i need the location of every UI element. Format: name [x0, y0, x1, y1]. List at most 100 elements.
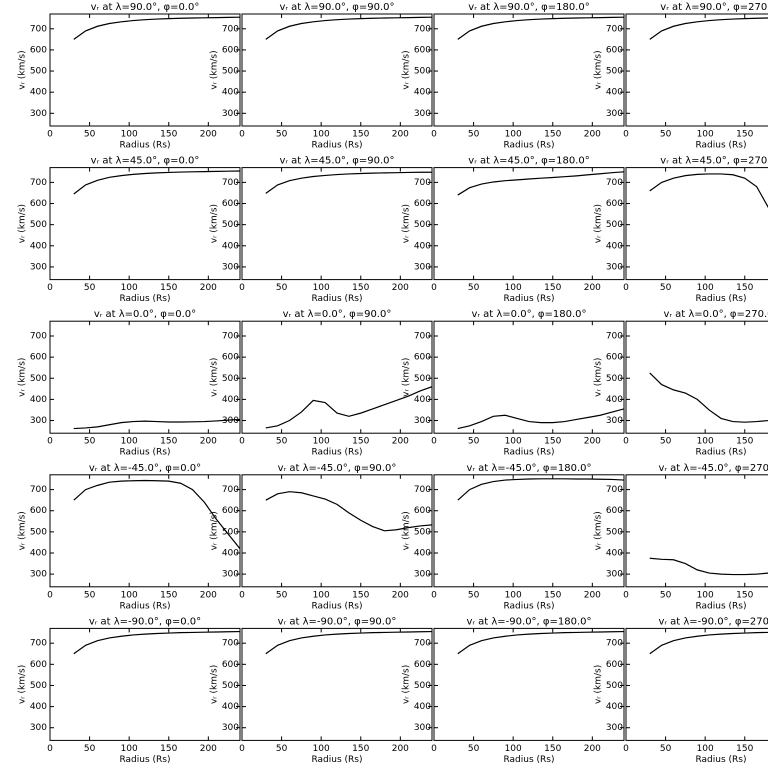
- plot-frame: [433, 320, 625, 434]
- data-line: [265, 630, 432, 655]
- x-tick-label: 100: [697, 590, 714, 600]
- plot-frame: [241, 474, 433, 588]
- y-axis-label: vᵣ (km/s): [594, 204, 604, 243]
- data-line: [649, 372, 768, 423]
- x-tick-label: 150: [352, 437, 369, 447]
- x-tick-label: 100: [505, 130, 522, 140]
- data-line: [649, 17, 768, 40]
- y-tick-label: 500: [30, 67, 47, 77]
- y-tick-label: 700: [414, 331, 431, 341]
- x-tick-label: 150: [544, 437, 561, 447]
- y-tick-label: 600: [30, 45, 47, 55]
- y-axis-label: vᵣ (km/s): [594, 665, 604, 704]
- y-tick-label: 700: [606, 178, 623, 188]
- y-tick-label: 400: [414, 702, 431, 712]
- y-tick-label: 500: [606, 681, 623, 691]
- y-tick-label: 700: [30, 24, 47, 34]
- y-axis-label: vᵣ (km/s): [402, 358, 412, 397]
- y-axis-label: vᵣ (km/s): [402, 50, 412, 89]
- x-tick-label: 200: [200, 744, 217, 754]
- panel: vᵣ at λ=0.0°, φ=90.0° 0 50 100 150 200 300 400 5…: [210, 309, 433, 458]
- y-tick-label: 500: [222, 220, 239, 230]
- y-tick-label: 300: [222, 570, 239, 580]
- chart-title: vᵣ at λ=90.0°, φ=90.0°: [279, 2, 394, 13]
- x-tick-label: 100: [121, 130, 138, 140]
- y-axis-label: vᵣ (km/s): [18, 511, 28, 550]
- y-tick-label: 700: [222, 331, 239, 341]
- y-tick-label: 700: [222, 639, 239, 649]
- panel: vᵣ at λ=0.0°, φ=180.0° 0 50 100 150 200 300 400…: [402, 309, 625, 458]
- y-tick-label: 300: [222, 416, 239, 426]
- y-tick-label: 700: [30, 485, 47, 495]
- plot-frame: [433, 474, 625, 588]
- plot-area: [649, 17, 768, 40]
- plot-frame: [49, 167, 241, 281]
- x-tick-label: 100: [121, 590, 138, 600]
- data-line: [73, 479, 240, 550]
- x-tick-label: 50: [276, 744, 288, 754]
- x-tick-label: 100: [313, 590, 330, 600]
- plot-area: [73, 16, 240, 40]
- x-tick-label: 0: [47, 437, 53, 447]
- y-tick-label: 500: [222, 527, 239, 537]
- x-axis-label: Radius (Rs): [503, 448, 554, 458]
- x-tick-label: 200: [200, 437, 217, 447]
- panel: vᵣ at λ=-90.0°, φ=180.0° 0 50 100 150 200 300 4…: [402, 616, 625, 765]
- plot-area: [649, 173, 768, 209]
- panel: vᵣ at λ=90.0°, φ=0.0° 0 50 100 150 200 300 400 5…: [18, 2, 241, 151]
- y-tick-label: 400: [606, 548, 623, 558]
- plot-frame: [241, 13, 433, 127]
- data-line: [457, 408, 624, 430]
- y-tick-label: 400: [30, 241, 47, 251]
- x-tick-label: 0: [239, 590, 245, 600]
- chart-title: vᵣ at λ=-45.0°, φ=90.0°: [278, 463, 397, 474]
- x-tick-label: 200: [200, 283, 217, 293]
- x-tick-label: 50: [84, 590, 96, 600]
- plot-frame: [625, 474, 768, 588]
- chart-title: vᵣ at λ=45.0°, φ=180.0°: [468, 156, 589, 167]
- data-line: [73, 170, 240, 195]
- y-tick-label: 500: [30, 527, 47, 537]
- plot-area: [73, 630, 240, 655]
- chart-title: vᵣ at λ=-90.0°, φ=0.0°: [89, 616, 201, 627]
- panel: vᵣ at λ=0.0°, φ=270.0°050100150200300400…: [594, 309, 768, 458]
- data-line: [457, 171, 624, 196]
- x-axis-label: Radius (Rs): [119, 141, 170, 151]
- y-tick-label: 700: [30, 331, 47, 341]
- y-tick-label: 400: [606, 702, 623, 712]
- y-tick-label: 400: [414, 395, 431, 405]
- y-axis-label: vᵣ (km/s): [402, 204, 412, 243]
- y-tick-label: 600: [30, 353, 47, 363]
- y-tick-label: 400: [606, 395, 623, 405]
- x-tick-label: 0: [431, 130, 437, 140]
- y-tick-label: 300: [222, 109, 239, 119]
- x-tick-label: 100: [505, 437, 522, 447]
- y-tick-label: 300: [606, 109, 623, 119]
- plot-frame: [241, 627, 433, 741]
- panel: vᵣ at λ=-45.0°, φ=180.0° 0 50 100 150 200 300 4…: [402, 463, 625, 611]
- x-tick-label: 100: [505, 590, 522, 600]
- chart-title: vᵣ at λ=-45.0°, φ=270.0°: [658, 463, 768, 474]
- x-tick-label: 200: [392, 437, 409, 447]
- y-tick-label: 300: [414, 416, 431, 426]
- x-axis-label: Radius (Rs): [503, 294, 554, 304]
- x-tick-label: 50: [468, 744, 480, 754]
- y-axis-label: vᵣ (km/s): [18, 665, 28, 704]
- panel: vᵣ at λ=-90.0°, φ=0.0° 0 50 100 150 200 300 400…: [18, 616, 241, 765]
- plot-area: [73, 418, 240, 430]
- y-tick-label: 300: [30, 109, 47, 119]
- x-tick-label: 150: [160, 437, 177, 447]
- x-axis-label: Radius (Rs): [119, 294, 170, 304]
- x-tick-label: 150: [160, 744, 177, 754]
- plot-frame: [49, 627, 241, 741]
- chart-title: vᵣ at λ=90.0°, φ=0.0°: [91, 2, 200, 13]
- panel: vᵣ at λ=-90.0°, φ=270.0°0501001502003004…: [594, 616, 768, 765]
- y-axis-label: vᵣ (km/s): [210, 358, 220, 397]
- x-tick-label: 0: [47, 130, 53, 140]
- y-tick-label: 700: [606, 331, 623, 341]
- y-tick-label: 400: [606, 241, 623, 251]
- y-axis-label: vᵣ (km/s): [18, 204, 28, 243]
- y-tick-label: 400: [222, 88, 239, 98]
- y-axis-label: vᵣ (km/s): [210, 204, 220, 243]
